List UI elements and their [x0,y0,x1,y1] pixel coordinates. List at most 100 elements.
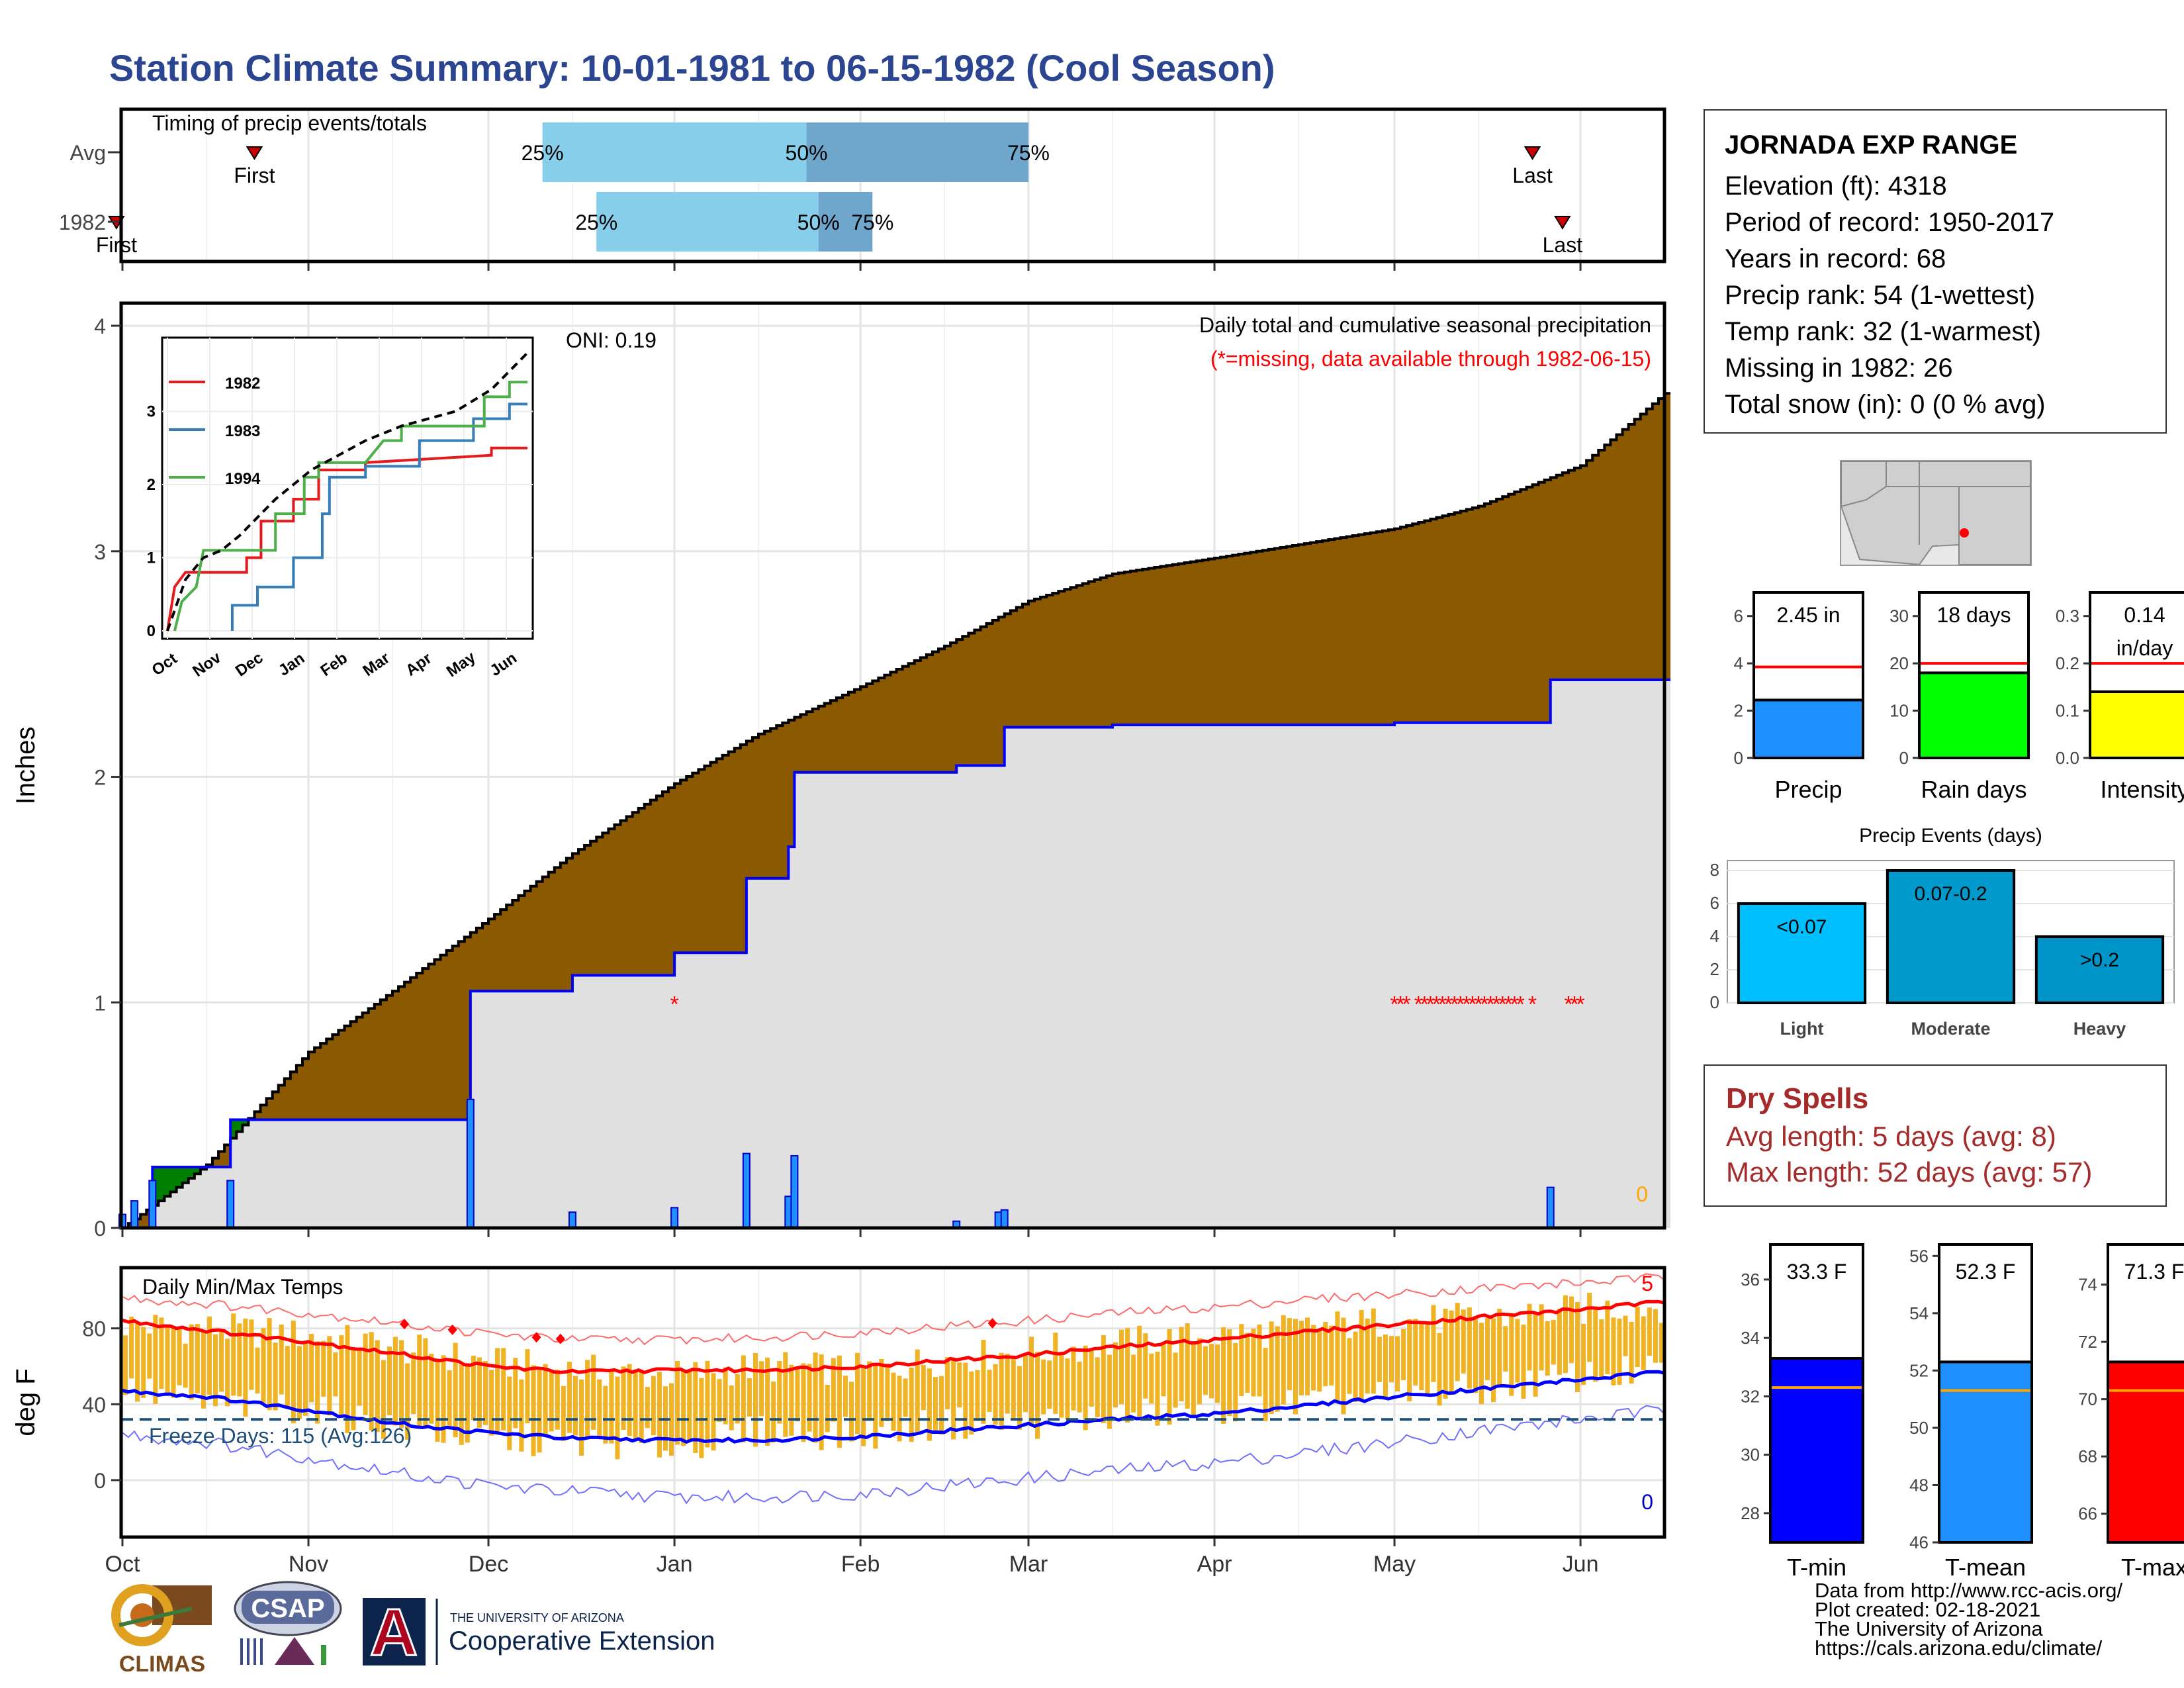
missing-data-marker: * [1444,992,1453,1017]
missing-data-marker: * [1570,992,1578,1017]
daily-temp-range-bar [1437,1333,1442,1406]
record-high-count: 5 [1641,1272,1653,1295]
temp-bar-value [2107,1360,2184,1544]
daily-temp-range-bar [206,1316,212,1395]
timing-bar-50-75 [818,192,873,252]
temp-bar-tick-label: 48 [1909,1475,1929,1495]
daily-temp-range-bar [981,1339,986,1424]
daily-temp-range-bar [1365,1318,1370,1394]
mini-bar-tick-label: 20 [1889,653,1909,673]
daily-temp-range-bar [1305,1317,1310,1396]
month-tick-label: Dec [469,1552,508,1577]
inset-legend-label: 1983 [225,422,260,440]
temp-bar-axis-label: T-max [2121,1554,2184,1581]
daily-temp-range-bar [1485,1318,1490,1381]
ua-logo-small-text: THE UNIVERSITY OF ARIZONA [450,1611,624,1624]
daily-temp-range-bar [1257,1324,1262,1397]
daily-temp-range-bar [1245,1333,1250,1393]
daily-temp-range-bar [752,1352,758,1447]
daily-temp-range-bar [507,1376,512,1450]
timing-panel: Timing of precip events/totals 25% 50% 75% F… [59,107,1666,271]
precip-events-y-tick-label: 0 [1710,992,1719,1012]
mini-bar-tick-label: 4 [1734,653,1743,673]
daily-temp-range-bar [1221,1327,1226,1425]
timing-last-label: Last [1512,164,1553,187]
temp-avg-min-line [122,1370,1665,1444]
mini-bar-axis-label: Rain days [1921,776,2026,803]
daily-temp-range-bar [561,1385,566,1441]
daily-temp-range-bar [1083,1345,1088,1430]
daily-temp-range-bar [927,1368,932,1441]
daily-temp-range-bar [795,1366,800,1422]
daily-temp-range-bar [999,1352,1004,1430]
precip-daily-bar [568,1211,576,1229]
daily-temp-range-bar [1545,1321,1550,1376]
missing-data-marker: * [1498,992,1507,1017]
temp-frame [119,1266,1666,1539]
daily-temp-range-bar [1263,1348,1268,1421]
timing-p50-label: 50% [786,141,828,165]
daily-temp-range-bar [1581,1323,1586,1385]
daily-temp-range-bar [777,1361,782,1424]
daily-temp-range-bar [993,1364,998,1425]
missing-data-marker: * [1426,992,1435,1017]
precip-deficit-area [122,393,1671,1228]
precip-y-tick-label: 2 [94,766,106,790]
daily-temp-range-bar [1557,1309,1562,1375]
daily-temp-range-bar [693,1362,698,1453]
daily-temp-range-bar [1521,1325,1526,1399]
precip-daily-bar [130,1200,139,1229]
daily-temp-range-bar [1395,1336,1400,1391]
daily-temp-range-bar [255,1347,260,1394]
daily-temp-range-bar [1131,1354,1136,1413]
daily-temp-range-bar [572,1376,578,1436]
daily-temp-range-bar [489,1370,494,1436]
daily-temp-range-bar [1611,1317,1616,1385]
daily-temp-range-bar [885,1364,890,1421]
precip-frame [119,301,1666,1230]
daily-temp-range-bar [705,1360,710,1448]
temp-bar-tick-label: 52 [1909,1360,1929,1380]
daily-temp-range-bar [231,1313,236,1396]
daily-temp-range-bar [675,1360,680,1445]
precip-events-y-tick-label: 6 [1710,893,1719,913]
daily-temp-range-bar [423,1338,428,1428]
mini-bar-tick-label: 0.0 [2056,748,2079,768]
daily-temp-range-bar [1388,1336,1394,1383]
daily-temp-range-bar [345,1325,350,1433]
daily-temp-range-bar [399,1340,404,1429]
daily-temp-range-bar [783,1352,788,1437]
daily-temp-range-bar [603,1385,608,1444]
daily-temp-range-bar [1041,1359,1046,1415]
precip-daily-bar [742,1152,751,1229]
daily-temp-range-bar [1341,1317,1346,1415]
daily-temp-range-bar [1293,1319,1298,1415]
daily-temp-range-bar [1599,1319,1604,1380]
daily-temp-range-bar [459,1364,464,1445]
daily-temp-range-bar [1095,1357,1100,1417]
daily-temp-range-bar [819,1354,824,1450]
daily-temp-range-bar [555,1370,560,1430]
daily-temp-range-bar [296,1346,302,1419]
record-high-marker [447,1324,457,1335]
daily-temp-range-bar [129,1317,134,1379]
mini-bar-charts: 0 2 4 6 2.45 in Precip 0 10 20 30 18 days Rain days… [1734,591,2184,803]
mini-bar-value [2089,690,2184,759]
daily-temp-range-bar [938,1376,944,1435]
footer-credit-line: https://cals.arizona.edu/climate/ [1815,1636,2103,1660]
daily-temp-range-bar [1449,1310,1454,1393]
precip-observed-line [122,679,1671,1229]
mini-bar-frame [1918,591,2030,759]
daily-temp-range-bar [627,1364,632,1436]
daily-temp-range-bar [1185,1323,1190,1409]
precip-events-chart: Precip Events (days) 0 2 4 6 8 <0.07 Light 0.07-… [1710,825,2175,1039]
daily-temp-range-bar [1137,1325,1142,1417]
daily-temp-range-bar [273,1342,278,1411]
daily-temp-range-bar [309,1333,314,1403]
daily-temp-range-bar [681,1371,686,1446]
daily-temp-range-bar [501,1348,506,1430]
daily-temp-range-bar [915,1349,920,1432]
daily-temp-range-bar [1617,1318,1622,1385]
temp-bar-value-label: 33.3 F [1787,1260,1847,1284]
daily-temp-range-bar [1587,1292,1592,1362]
